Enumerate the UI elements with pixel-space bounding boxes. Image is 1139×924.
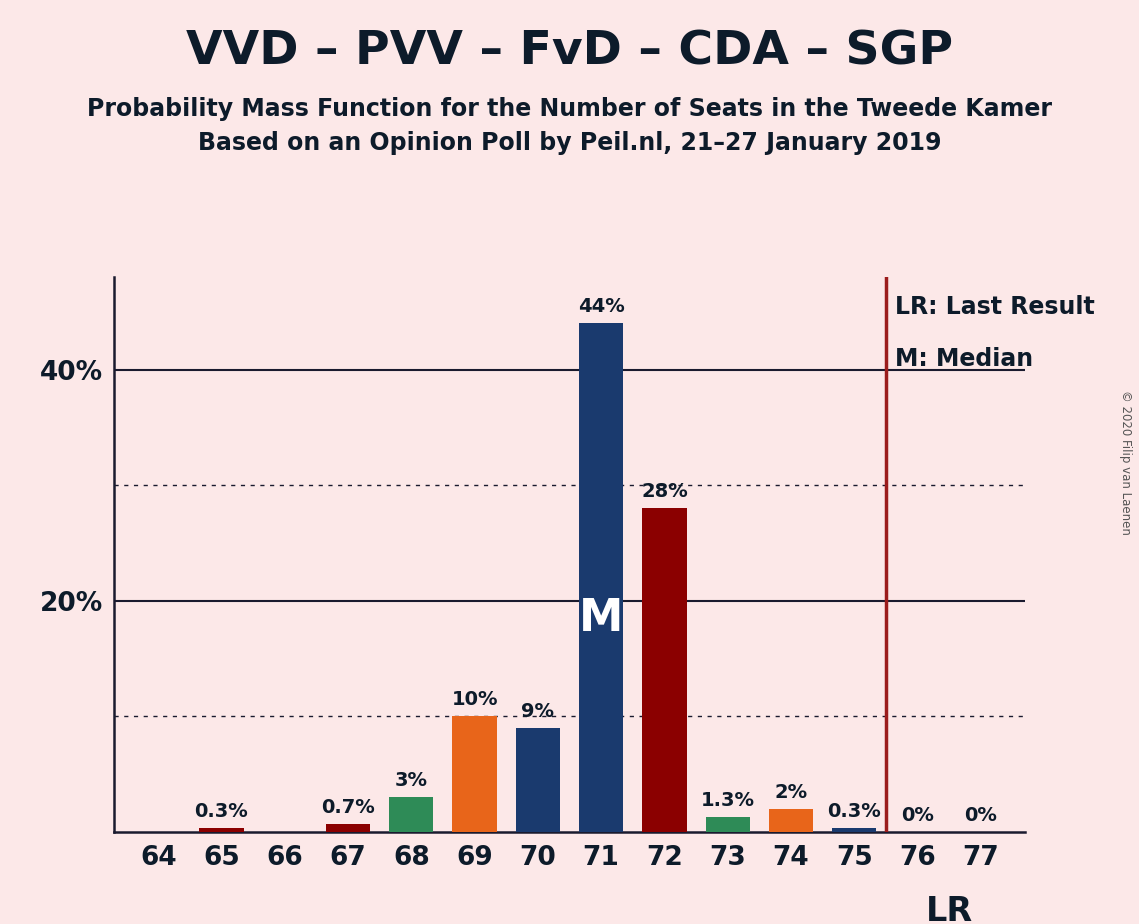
Bar [516,728,560,832]
Text: M: M [579,597,623,639]
Text: 0%: 0% [965,806,998,824]
Text: 0%: 0% [901,806,934,824]
Text: 9%: 9% [522,701,555,721]
Bar [452,716,497,832]
Bar [390,796,434,832]
Bar [705,817,749,832]
Text: 44%: 44% [577,298,624,316]
Text: LR: Last Result: LR: Last Result [895,295,1095,319]
Bar [199,828,244,832]
Text: © 2020 Filip van Laenen: © 2020 Filip van Laenen [1118,390,1132,534]
Bar [769,808,813,832]
Text: VVD – PVV – FvD – CDA – SGP: VVD – PVV – FvD – CDA – SGP [186,30,953,75]
Text: 10%: 10% [451,690,498,710]
Text: 3%: 3% [395,771,428,790]
Text: Probability Mass Function for the Number of Seats in the Tweede Kamer: Probability Mass Function for the Number… [87,97,1052,121]
Text: 2%: 2% [775,783,808,801]
Text: 0.3%: 0.3% [827,802,882,821]
Text: LR: LR [926,895,973,924]
Text: 0.3%: 0.3% [195,802,248,821]
Text: 1.3%: 1.3% [700,791,755,809]
Text: Based on an Opinion Poll by Peil.nl, 21–27 January 2019: Based on an Opinion Poll by Peil.nl, 21–… [198,131,941,155]
Bar [642,508,687,832]
Bar [833,828,876,832]
Bar [579,323,623,832]
Text: 0.7%: 0.7% [321,797,375,817]
Bar [326,823,370,832]
Text: 28%: 28% [641,482,688,501]
Text: M: Median: M: Median [895,346,1033,371]
